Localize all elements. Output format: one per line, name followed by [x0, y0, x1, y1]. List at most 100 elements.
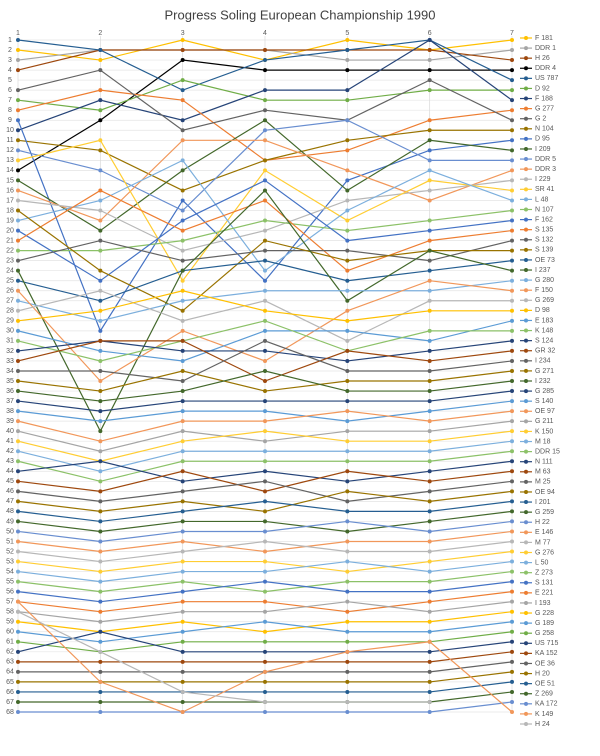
- point: [510, 419, 514, 424]
- point: [263, 599, 267, 604]
- point: [345, 409, 350, 414]
- legend-marker: [524, 671, 528, 676]
- legend-label: G 269: [535, 297, 554, 304]
- point: [510, 629, 514, 634]
- point: [16, 58, 20, 63]
- legend-label: F 188: [535, 95, 553, 102]
- point: [345, 439, 350, 444]
- point: [345, 208, 350, 213]
- point: [345, 710, 350, 714]
- point: [427, 569, 432, 574]
- point: [510, 338, 514, 343]
- point: [427, 629, 432, 634]
- point: [345, 38, 350, 42]
- legend-label: G 271: [535, 368, 554, 375]
- point: [16, 519, 20, 524]
- point: [180, 679, 185, 684]
- legend-label: S 140: [535, 398, 553, 405]
- point: [263, 569, 267, 574]
- point: [180, 168, 185, 173]
- legend-label: S 131: [535, 580, 553, 587]
- point: [263, 559, 267, 564]
- legend-label: I 229: [535, 176, 551, 183]
- legend-marker: [524, 96, 528, 101]
- point: [98, 118, 103, 123]
- legend-marker: [524, 540, 528, 545]
- point: [16, 639, 20, 644]
- legend-marker: [524, 177, 528, 182]
- point: [345, 138, 350, 143]
- legend-label: G 285: [535, 388, 554, 395]
- point: [180, 328, 185, 333]
- y-tick-label: 18: [6, 207, 14, 214]
- point: [427, 298, 432, 303]
- chart-title: Progress Soling European Championship 19…: [164, 7, 435, 22]
- point: [98, 599, 103, 604]
- point: [427, 328, 432, 333]
- point: [427, 539, 432, 544]
- y-tick-label: 12: [6, 147, 14, 154]
- point: [98, 68, 103, 73]
- point: [263, 389, 267, 394]
- point: [345, 379, 350, 384]
- point: [510, 479, 514, 484]
- point: [345, 58, 350, 63]
- point: [263, 258, 267, 263]
- point: [263, 178, 267, 183]
- point: [345, 639, 350, 644]
- legend-marker: [524, 560, 528, 565]
- legend-marker: [524, 136, 528, 141]
- point: [180, 298, 185, 303]
- point: [98, 268, 103, 273]
- point: [263, 659, 267, 664]
- y-tick-label: 60: [6, 629, 14, 636]
- point: [98, 288, 103, 293]
- legend-label: G 276: [535, 549, 554, 556]
- y-tick-label: 43: [6, 458, 14, 465]
- point: [180, 138, 185, 143]
- point: [16, 258, 20, 263]
- legend-label: DDR 3: [535, 166, 556, 173]
- y-tick-label: 58: [6, 609, 14, 616]
- y-tick-label: 6: [8, 87, 12, 94]
- legend-marker: [524, 278, 528, 283]
- legend-marker: [524, 389, 528, 394]
- point: [16, 449, 20, 454]
- y-tick-label: 32: [6, 348, 14, 355]
- point: [98, 559, 103, 564]
- point: [16, 659, 20, 664]
- legend-label: I 234: [535, 358, 551, 365]
- legend-marker: [524, 429, 528, 434]
- point: [263, 138, 267, 143]
- point: [98, 248, 103, 253]
- point: [98, 419, 103, 424]
- point: [16, 138, 20, 143]
- point: [510, 649, 514, 654]
- point: [98, 649, 103, 654]
- legend-label: DDR 4: [535, 65, 556, 72]
- point: [16, 579, 20, 584]
- point: [263, 88, 267, 93]
- point: [98, 669, 103, 674]
- point: [345, 659, 350, 664]
- point: [345, 368, 350, 373]
- point: [180, 409, 185, 414]
- legend-marker: [524, 399, 528, 404]
- point: [345, 459, 350, 464]
- point: [510, 699, 514, 704]
- point: [427, 669, 432, 674]
- point: [263, 118, 267, 123]
- legend-marker: [524, 348, 528, 353]
- point: [510, 549, 514, 554]
- legend-marker: [524, 722, 528, 726]
- legend-marker: [524, 288, 528, 293]
- point: [16, 148, 20, 153]
- point: [427, 268, 432, 273]
- point: [263, 629, 267, 634]
- legend-label: G 228: [535, 610, 554, 617]
- y-tick-label: 24: [6, 268, 14, 275]
- legend-label: DDR 15: [535, 448, 560, 455]
- point: [98, 148, 103, 153]
- point: [263, 489, 267, 494]
